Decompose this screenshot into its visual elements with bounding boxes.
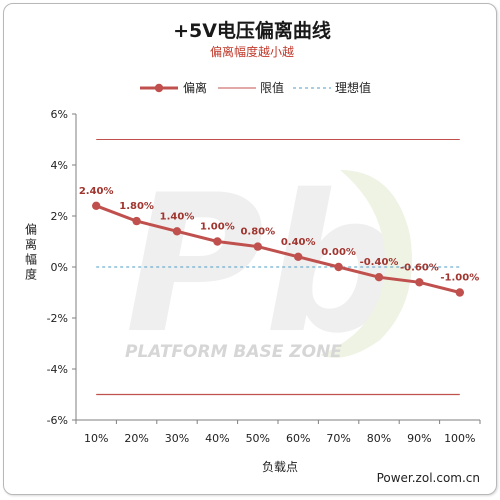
data-point	[132, 216, 141, 226]
y-tick-label: 6%	[51, 108, 68, 121]
x-tick-label: 30%	[165, 432, 189, 445]
x-axis-title: 负载点	[262, 460, 298, 474]
data-label: 0.80%	[240, 227, 275, 238]
data-point	[92, 201, 101, 210]
y-axis-title-char: 偏	[25, 222, 37, 237]
plot-area: -6% -4% -2% 0% 2% 4% 6% 10% 20% 30% 40% 50% 60% 70% 80…	[47, 108, 481, 445]
data-label: 1.40%	[160, 211, 195, 222]
x-tick-label: 10%	[84, 432, 108, 445]
data-label: 0.40%	[281, 237, 316, 248]
data-point	[294, 252, 303, 261]
legend-label-limit: 限值	[260, 80, 284, 95]
y-axis-title: 偏离幅度	[25, 222, 37, 282]
y-tick-label: -6%	[47, 414, 68, 427]
data-label: -0.40%	[360, 257, 399, 268]
data-point	[455, 288, 464, 297]
data-label: 0.00%	[321, 247, 356, 258]
x-tick-label: 100%	[444, 432, 475, 445]
x-tick-label: 90%	[407, 432, 431, 445]
data-point	[213, 237, 222, 246]
y-axis-title-char: 度	[25, 267, 37, 282]
legend-label-deviation: 偏离	[183, 80, 207, 95]
y-axis-title-char: 离	[25, 237, 37, 252]
legend-marker-deviation	[154, 83, 164, 93]
x-tick-label: 50%	[246, 432, 270, 445]
x-tick-label: 40%	[205, 432, 229, 445]
data-label: -1.00%	[440, 273, 479, 284]
data-point	[253, 242, 262, 251]
credit-text: Power.zol.com.cn	[377, 471, 480, 485]
chart-subtitle: 偏离幅度越小越	[210, 44, 294, 59]
x-tick-label: 20%	[124, 432, 148, 445]
data-label: 2.40%	[79, 186, 114, 197]
watermark-swoosh	[320, 170, 412, 358]
y-tick-label: -4%	[47, 363, 68, 376]
data-point	[172, 227, 182, 236]
data-point	[374, 273, 384, 282]
legend-label-ideal: 理想值	[335, 80, 371, 95]
chart-legend: 偏离 限值 理想值	[140, 80, 371, 95]
data-label: -0.60%	[400, 262, 439, 273]
x-tick-label: 80%	[367, 432, 391, 445]
y-tick-label: 0%	[51, 261, 68, 274]
chart-title: +5V电压偏离曲线	[173, 19, 331, 42]
y-tick-label: 4%	[51, 159, 68, 172]
series-line-deviation	[95, 204, 461, 294]
y-axis-title-char: 幅	[25, 252, 37, 267]
y-tick-label: 2%	[51, 210, 68, 223]
chart-frame	[3, 3, 497, 495]
data-label: 1.00%	[200, 222, 235, 233]
y-tick-label: -2%	[47, 312, 68, 325]
watermark-text: PLATFORM BASE ZONE	[125, 342, 342, 362]
data-label: 1.80%	[119, 201, 154, 212]
data-point	[415, 278, 424, 287]
x-tick-label: 60%	[286, 432, 310, 445]
watermark: Pb PLATFORM BASE ZONE	[125, 154, 412, 375]
data-point	[334, 262, 343, 272]
x-tick-label: 70%	[326, 432, 350, 445]
